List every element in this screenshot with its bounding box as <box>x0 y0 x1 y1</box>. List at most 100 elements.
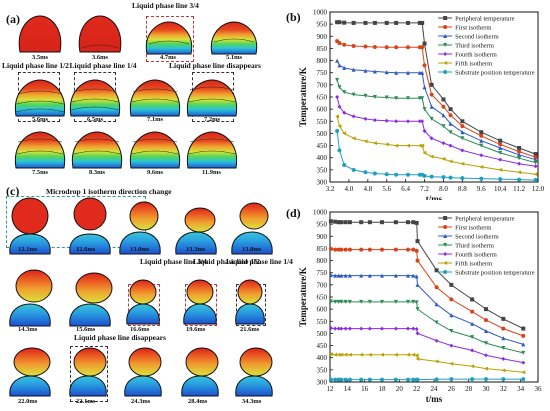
data-point <box>411 299 416 304</box>
data-point <box>363 139 368 144</box>
data-point <box>521 350 526 355</box>
y-tick-label: 400 <box>317 354 328 362</box>
data-point <box>367 377 372 382</box>
series-3 <box>335 58 538 162</box>
y-axis-label: Temperature/K <box>298 267 308 327</box>
data-point <box>359 247 364 252</box>
data-point <box>342 110 347 115</box>
data-point <box>533 152 538 157</box>
y-tick-label: 950 <box>317 221 328 229</box>
annotation-a-liquid-line-1-2: Liquid phase line 1/2 <box>2 61 69 70</box>
data-point <box>484 307 488 312</box>
data-point <box>342 20 347 25</box>
data-point <box>441 175 446 180</box>
data-point <box>339 326 344 331</box>
data-point <box>394 119 399 124</box>
data-point <box>394 172 399 177</box>
data-point <box>484 341 488 346</box>
x-tick-label: 22 <box>413 385 421 393</box>
y-tick-label: 1000 <box>313 9 328 17</box>
droplet-a8 <box>186 79 238 117</box>
data-point <box>411 273 416 278</box>
data-point <box>394 96 399 101</box>
droplet-a2 <box>78 15 122 53</box>
x-tick-label: 28 <box>465 385 473 393</box>
data-point <box>420 143 425 148</box>
data-point <box>363 116 368 121</box>
data-point <box>384 70 389 75</box>
data-point <box>501 316 506 321</box>
data-point <box>335 129 340 133</box>
time-label: 28.4ms <box>188 398 208 405</box>
data-point <box>415 377 420 382</box>
data-point <box>342 131 347 136</box>
data-point <box>533 178 538 183</box>
x-tick-label: 14 <box>344 385 352 393</box>
data-point <box>429 82 434 87</box>
data-point <box>372 118 377 123</box>
data-point <box>521 326 526 331</box>
x-tick-label: 16 <box>361 385 369 393</box>
data-point <box>363 20 368 25</box>
data-point <box>347 352 352 357</box>
data-point <box>460 130 465 135</box>
y-tick-label: 600 <box>317 306 328 314</box>
data-point <box>417 143 422 148</box>
data-point <box>394 143 399 148</box>
x-tick-label: 20 <box>396 385 404 393</box>
data-point <box>434 302 439 307</box>
data-point <box>384 118 389 123</box>
y-tick-label: 400 <box>317 154 328 162</box>
data-point <box>479 143 484 148</box>
x-tick-label: 12.0 <box>532 185 545 193</box>
data-point <box>406 172 410 177</box>
data-point <box>333 299 338 304</box>
legend-label: Fifth isotherm <box>455 61 492 68</box>
data-point <box>337 63 342 68</box>
data-point <box>415 331 420 336</box>
x-tick-label: 36 <box>535 385 543 393</box>
data-point <box>449 313 454 318</box>
data-point <box>449 343 454 348</box>
chart-d: 300 350 400 450 500 550 600 650 700 750 800 850 900 9… <box>298 209 543 405</box>
data-point <box>441 141 446 146</box>
data-point <box>347 220 352 225</box>
data-point <box>521 333 526 338</box>
droplet-a7 <box>129 79 181 117</box>
data-point <box>339 247 344 252</box>
legend-marker <box>443 261 448 265</box>
data-point <box>533 172 538 177</box>
data-point <box>422 107 427 112</box>
legend-label: Third isotherm <box>455 43 494 50</box>
data-point <box>517 161 522 166</box>
data-point <box>406 119 410 124</box>
data-point <box>470 348 475 353</box>
data-point <box>441 124 446 129</box>
time-label: 3.6ms <box>92 54 109 61</box>
x-tick-label: 8.0 <box>439 185 448 193</box>
data-point <box>422 173 427 178</box>
data-point <box>533 160 538 165</box>
data-point <box>406 20 410 25</box>
series-line <box>330 248 524 337</box>
legend-marker <box>443 252 448 256</box>
series-2 <box>328 246 526 338</box>
y-tick-label: 700 <box>317 281 328 289</box>
x-tick-label: 18 <box>379 385 387 393</box>
y-tick-label: 500 <box>317 130 328 138</box>
data-point <box>342 42 347 47</box>
legend-marker <box>443 234 448 238</box>
droplet-a4 <box>210 21 258 55</box>
data-point <box>448 175 453 180</box>
data-point <box>393 377 398 382</box>
data-point <box>336 220 341 225</box>
data-point <box>339 299 344 304</box>
data-point <box>359 299 364 304</box>
data-point <box>342 90 347 95</box>
data-point <box>434 268 439 273</box>
droplet-c4 <box>175 207 217 255</box>
data-point <box>460 148 465 153</box>
data-point <box>422 41 427 46</box>
data-point <box>406 96 410 101</box>
data-point <box>448 113 453 118</box>
